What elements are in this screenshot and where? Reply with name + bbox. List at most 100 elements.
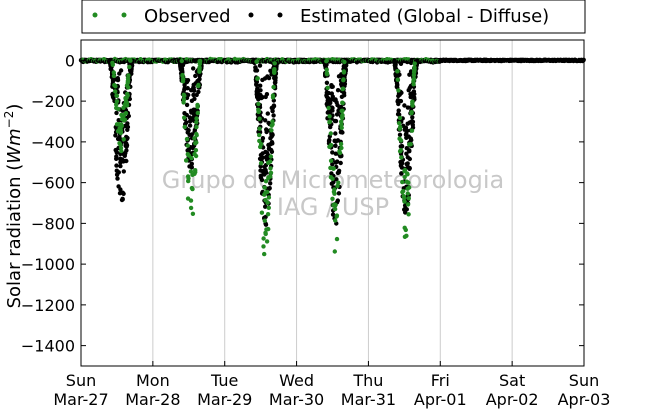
observed-point <box>411 73 417 78</box>
x-tick-day-label: Sun <box>569 371 599 390</box>
observed-point <box>185 143 190 148</box>
estimated-point <box>394 81 400 86</box>
observed-point <box>331 166 336 171</box>
gridlines <box>152 40 513 366</box>
x-tick-day-label: Mon <box>136 371 170 390</box>
observed-point <box>180 72 185 78</box>
observed-point <box>327 144 332 149</box>
estimated-point <box>410 115 415 120</box>
estimated-point <box>402 103 407 108</box>
observed-point <box>398 148 403 153</box>
observed-point <box>188 169 194 174</box>
estimated-point <box>271 113 276 118</box>
estimated-point <box>263 154 269 160</box>
estimated-point <box>266 146 272 151</box>
estimated-point <box>260 168 265 174</box>
observed-point <box>257 126 262 131</box>
estimated-point <box>396 72 401 77</box>
estimated-point <box>338 160 343 166</box>
legend-observed-marker-1 <box>92 12 98 18</box>
observed-point <box>402 199 407 204</box>
estimated-point <box>182 87 187 92</box>
estimated-point <box>328 124 333 130</box>
x-tick-date-label: Mar-30 <box>269 390 324 409</box>
estimated-point <box>120 157 125 162</box>
estimated-point <box>270 132 275 138</box>
observed-point <box>114 102 119 107</box>
observed-point <box>188 205 194 211</box>
estimated-point <box>330 162 335 167</box>
observed-point <box>262 185 267 190</box>
estimated-point <box>330 150 335 155</box>
y-tick-label: −1200 <box>21 296 75 315</box>
observed-point <box>121 113 127 118</box>
observed-point <box>412 61 417 66</box>
observed-point <box>327 114 332 119</box>
estimated-point <box>268 181 273 186</box>
x-tick-day-label: Wed <box>279 371 314 390</box>
legend: Observed Estimated (Global - Diffuse) <box>81 0 586 34</box>
estimated-point <box>115 76 121 81</box>
observed-point <box>333 218 338 223</box>
estimated-point <box>191 92 196 98</box>
estimated-point <box>264 127 269 132</box>
estimated-point <box>186 92 191 98</box>
observed-point <box>342 59 347 65</box>
estimated-point <box>403 125 409 130</box>
observed-point <box>404 179 409 184</box>
estimated-point <box>187 164 192 169</box>
estimated-point <box>403 210 408 215</box>
estimated-point <box>392 60 398 66</box>
observed-point <box>339 145 344 151</box>
observed-point <box>332 206 338 212</box>
observed-point <box>193 148 199 153</box>
estimated-point <box>398 144 403 149</box>
x-axis-ticks: SunMar-27MonMar-28TueMar-29WedMar-30ThuM… <box>53 361 610 409</box>
observed-point <box>192 152 197 157</box>
observed-point <box>119 116 125 122</box>
estimated-point <box>335 159 340 164</box>
observed-point <box>254 59 259 64</box>
data-points <box>78 56 586 257</box>
estimated-point <box>114 163 119 168</box>
observed-point <box>262 251 267 257</box>
legend-estimated-label: Estimated (Global - Diffuse) <box>300 6 549 27</box>
y-tick-label: −200 <box>31 92 75 111</box>
x-tick-date-label: Apr-01 <box>414 390 467 409</box>
estimated-point <box>255 86 260 91</box>
estimated-point <box>263 118 268 123</box>
observed-point <box>113 89 118 94</box>
estimated-point <box>263 222 269 227</box>
estimated-point <box>264 170 269 175</box>
estimated-point <box>257 63 263 68</box>
estimated-point <box>343 63 349 68</box>
estimated-point <box>258 173 263 178</box>
observed-point <box>338 141 344 147</box>
observed-point <box>257 116 262 121</box>
estimated-point <box>405 155 410 160</box>
observed-point <box>272 67 277 72</box>
observed-point <box>181 76 186 82</box>
observed-point <box>256 107 261 113</box>
observed-point <box>333 202 338 208</box>
observed-point <box>261 244 266 249</box>
estimated-point <box>253 65 258 70</box>
observed-point <box>402 174 407 180</box>
estimated-point <box>336 74 342 79</box>
observed-point <box>194 140 199 145</box>
estimated-point <box>187 123 193 128</box>
observed-point <box>258 141 264 147</box>
estimated-point <box>329 171 334 176</box>
observed-point <box>256 101 261 107</box>
observed-point <box>263 179 269 184</box>
x-tick-day-label: Tue <box>210 371 238 390</box>
observed-point <box>190 211 196 216</box>
observed-point <box>179 58 184 64</box>
observed-point <box>266 175 271 181</box>
observed-point <box>121 105 126 111</box>
observed-point <box>405 171 410 176</box>
x-tick-day-label: Thu <box>352 371 383 390</box>
observed-point <box>114 99 120 104</box>
estimated-point <box>121 169 127 174</box>
estimated-point <box>399 171 404 176</box>
